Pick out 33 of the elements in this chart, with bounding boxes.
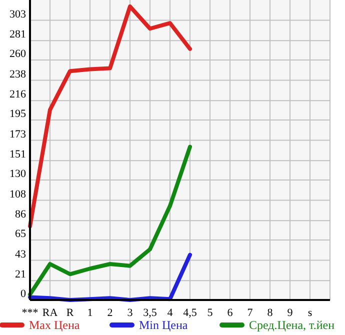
y-tick-label: 303: [10, 8, 26, 20]
x-tick-label: RA: [42, 307, 58, 319]
x-tick-label: 8: [267, 307, 274, 319]
y-tick-label: 260: [10, 48, 26, 60]
x-tick-label: ***: [22, 307, 38, 319]
x-tick-label: 1: [87, 307, 93, 319]
y-tick-label: 0: [20, 288, 26, 300]
y-tick-label: 108: [10, 188, 26, 200]
y-tick-label: 151: [10, 148, 26, 161]
x-tick-label: 9: [287, 307, 294, 319]
y-tick-label: 21: [15, 268, 26, 281]
y-tick-label: 281: [10, 28, 26, 41]
x-tick-label: R: [66, 307, 74, 319]
x-tick-label: 2: [107, 307, 113, 319]
x-tick-label: s: [308, 307, 312, 319]
y-tick-label: 86: [15, 208, 26, 221]
legend-label: Сред.Цена, т.йен: [249, 318, 336, 332]
y-tick-label: 238: [10, 68, 26, 80]
x-tick-label: 3,5: [143, 307, 158, 319]
legend-label: Min Цена: [139, 318, 188, 332]
x-tick-label: 5: [207, 307, 214, 319]
legend-label: Max Цена: [29, 318, 80, 332]
x-tick-label: 6: [227, 307, 234, 319]
y-tick-label: 216: [10, 88, 26, 101]
y-tick-label: 173: [10, 128, 26, 140]
x-tick-label: 3: [127, 307, 134, 319]
y-tick-label: 130: [10, 168, 26, 180]
y-tick-label: 195: [10, 108, 26, 120]
y-tick-label: 43: [15, 248, 26, 260]
x-tick-label: 4,5: [183, 307, 198, 319]
y-tick-label: 65: [15, 228, 26, 240]
x-tick-label: 7: [247, 307, 254, 319]
x-tick-label: 4: [167, 307, 174, 319]
